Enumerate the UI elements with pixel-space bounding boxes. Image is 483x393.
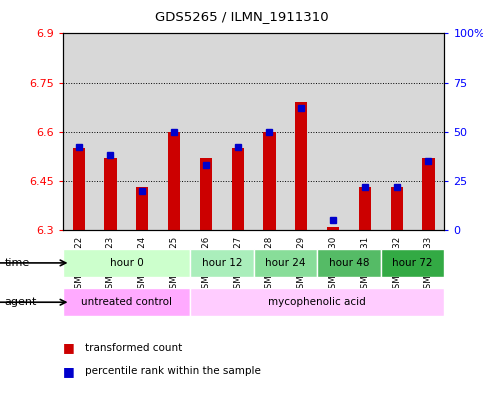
Bar [295, 102, 307, 230]
Bar [263, 132, 275, 230]
Bar [412, 33, 444, 230]
Text: hour 0: hour 0 [110, 258, 143, 268]
Bar [359, 187, 371, 230]
Bar [63, 249, 190, 277]
Bar [158, 33, 190, 230]
Bar [104, 158, 116, 230]
Bar [381, 33, 412, 230]
Bar [136, 187, 148, 230]
Bar [168, 132, 180, 230]
Text: hour 12: hour 12 [201, 258, 242, 268]
Text: agent: agent [5, 297, 37, 307]
Bar [63, 33, 95, 230]
Bar [200, 158, 212, 230]
Bar [127, 33, 158, 230]
Bar [72, 148, 85, 230]
Text: GDS5265 / ILMN_1911310: GDS5265 / ILMN_1911310 [155, 10, 328, 23]
Bar [63, 288, 190, 316]
Bar [317, 33, 349, 230]
Bar [391, 187, 403, 230]
Bar [254, 33, 285, 230]
Bar [254, 249, 317, 277]
Text: untreated control: untreated control [81, 297, 172, 307]
Text: hour 72: hour 72 [392, 258, 433, 268]
Text: percentile rank within the sample: percentile rank within the sample [85, 366, 260, 376]
Bar [232, 148, 244, 230]
Bar [423, 158, 435, 230]
Bar [95, 33, 127, 230]
Bar [317, 249, 381, 277]
Text: hour 48: hour 48 [329, 258, 369, 268]
Text: transformed count: transformed count [85, 343, 182, 353]
Text: time: time [5, 258, 30, 268]
Text: ■: ■ [63, 365, 74, 378]
Bar [381, 249, 444, 277]
Bar [190, 249, 254, 277]
Text: mycophenolic acid: mycophenolic acid [268, 297, 366, 307]
Bar [285, 33, 317, 230]
Bar [190, 33, 222, 230]
Bar [327, 227, 339, 230]
Text: hour 24: hour 24 [265, 258, 306, 268]
Bar [222, 33, 254, 230]
Bar [190, 288, 444, 316]
Bar [349, 33, 381, 230]
Text: ■: ■ [63, 341, 74, 354]
